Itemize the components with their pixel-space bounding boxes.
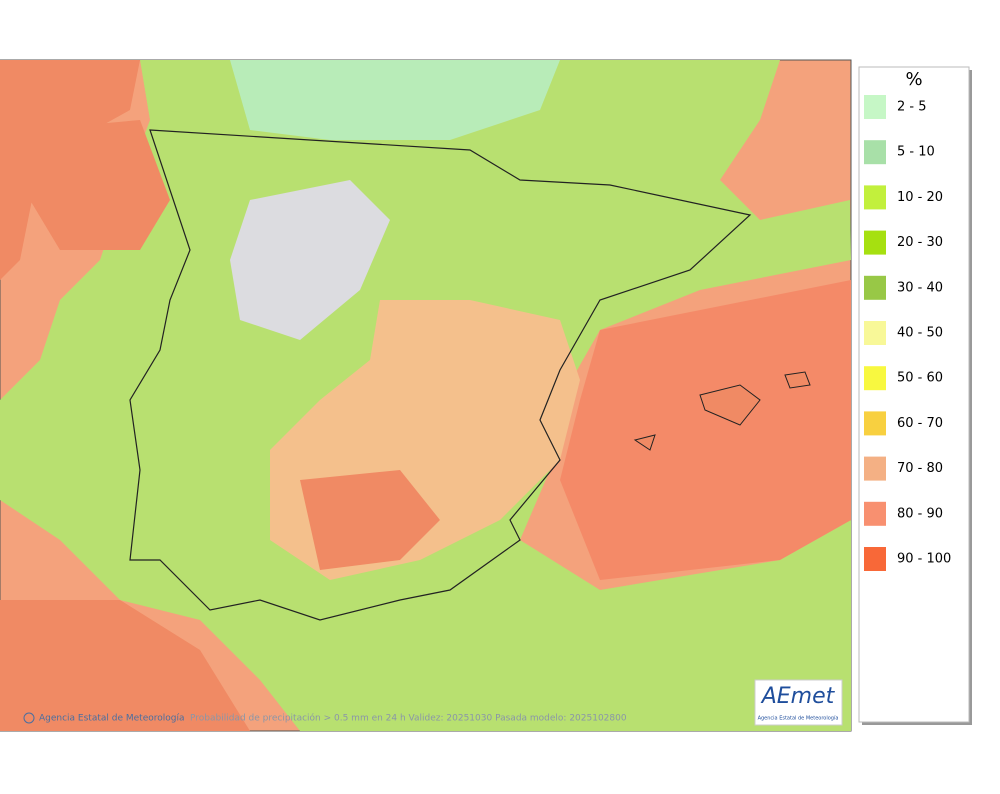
map: Agencia Estatal de Meteorología Probabil… — [0, 59, 852, 732]
islands — [633, 371, 811, 451]
legend-swatch — [864, 140, 886, 165]
legend-label: 20 - 30 — [897, 235, 943, 250]
grey-zone — [230, 180, 390, 340]
legend-swatch — [864, 95, 886, 119]
east-sea — [560, 280, 851, 580]
credit: Agencia Estatal de Meteorología — [39, 714, 185, 724]
logo: AEmet — [760, 684, 836, 709]
legend-label: 90 - 100 — [897, 552, 951, 567]
legend-swatch — [864, 501, 886, 526]
legend-swatch — [864, 275, 886, 300]
caption: Probabilidad de precipitación > 0.5 mm e… — [190, 713, 627, 724]
legend-swatch — [864, 547, 886, 571]
legend-swatch — [864, 321, 886, 345]
legend-swatch — [864, 411, 886, 436]
galicia-zone — [30, 120, 170, 250]
logo-box — [754, 679, 843, 726]
legend-label: 60 - 70 — [897, 416, 943, 431]
legend-box — [858, 66, 970, 723]
legend: % 2 - 5 5 - 10 10 - 20 20 - 30 30 - 40 40 - 5… — [858, 66, 972, 725]
legend-swatch — [864, 456, 886, 481]
legend-label: 70 - 80 — [897, 461, 943, 476]
legend-label: 10 - 20 — [897, 190, 943, 205]
copyright-icon — [23, 712, 35, 724]
legend-swatch — [864, 366, 886, 391]
legend-label: 50 - 60 — [897, 371, 943, 386]
southwest-zone — [0, 600, 250, 731]
legend-label: 5 - 10 — [897, 145, 935, 160]
legend-label: 40 - 50 — [897, 326, 943, 341]
legend-label: 80 - 90 — [897, 506, 943, 521]
legend-label: 30 - 40 — [897, 280, 943, 295]
logo-subtitle: Agencia Estatal de Meteorología — [758, 715, 839, 722]
legend-swatch — [864, 185, 886, 210]
legend-swatch — [864, 230, 886, 255]
borders — [129, 129, 752, 621]
south-zone — [300, 470, 440, 570]
legend-title: % — [905, 69, 922, 90]
legend-label: 2 - 5 — [897, 100, 927, 115]
sea-area — [0, 60, 140, 280]
north-zone — [230, 60, 560, 140]
